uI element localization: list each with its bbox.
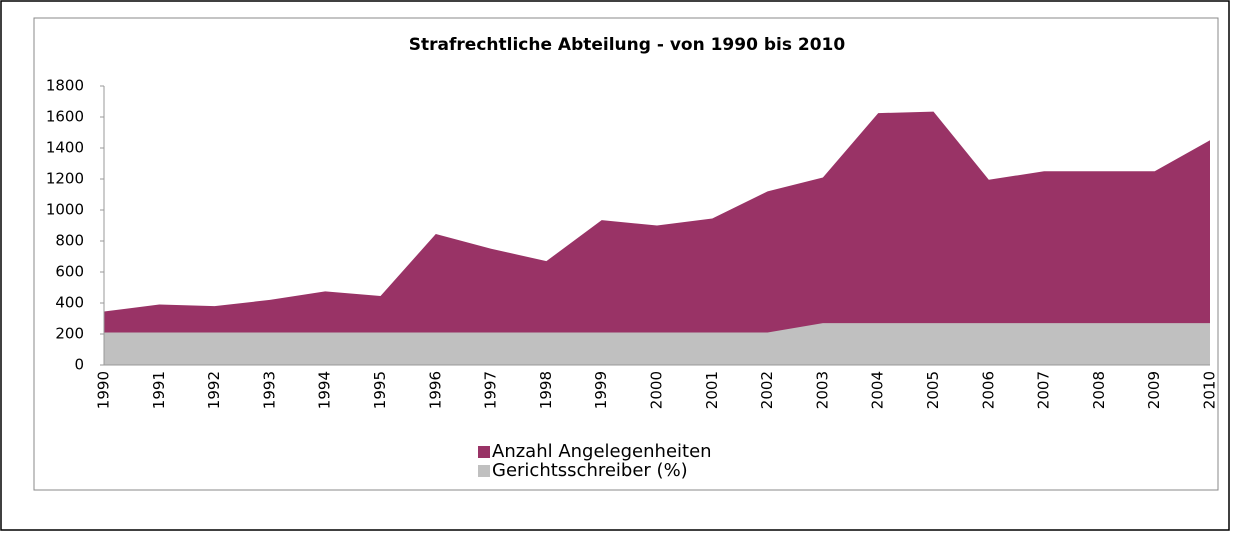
x-tick-label: 2000 (648, 371, 666, 409)
area (104, 323, 1210, 365)
legend-swatch (478, 446, 490, 458)
x-tick-label: 2008 (1090, 371, 1108, 409)
x-tick-label: 1998 (537, 371, 555, 409)
x-tick-label: 2001 (703, 371, 721, 409)
x-tick-label: 1999 (592, 371, 610, 409)
x-tick-label: 1992 (205, 371, 223, 409)
x-tick-label: 2004 (869, 371, 887, 409)
x-tick-label: 1996 (426, 371, 444, 409)
y-tick-label: 1800 (46, 77, 84, 95)
y-tick-label: 1400 (46, 139, 84, 157)
x-tick-label: 2005 (924, 371, 942, 409)
y-tick-label: 0 (74, 356, 84, 374)
x-tick-label: 2006 (979, 371, 997, 409)
x-tick-label: 1991 (150, 371, 168, 409)
x-tick-label: 1994 (316, 371, 334, 409)
x-tick-label: 2007 (1035, 371, 1053, 409)
area (104, 111, 1210, 365)
legend-label: Gerichtsschreiber (%) (492, 460, 688, 481)
legend-swatch (478, 465, 490, 477)
x-tick-label: 1997 (482, 371, 500, 409)
legend-label: Anzahl Angelegenheiten (492, 441, 712, 462)
y-tick-label: 200 (55, 325, 84, 343)
x-tick-label: 2010 (1201, 371, 1219, 409)
x-tick-label: 1993 (260, 371, 278, 409)
y-tick-label: 600 (55, 263, 84, 281)
y-tick-label: 1600 (46, 108, 84, 126)
x-tick-label: 1995 (371, 371, 389, 409)
x-tick-label: 2003 (813, 371, 831, 409)
x-tick-label: 2009 (1145, 371, 1163, 409)
y-tick-label: 1000 (46, 201, 84, 219)
x-tick-label: 1990 (95, 371, 113, 409)
x-tick-label: 2002 (758, 371, 776, 409)
chart-title: Strafrechtliche Abteilung - von 1990 bis… (409, 35, 846, 55)
y-tick-label: 400 (55, 294, 84, 312)
y-tick-label: 800 (55, 232, 84, 250)
y-tick-label: 1200 (46, 170, 84, 188)
